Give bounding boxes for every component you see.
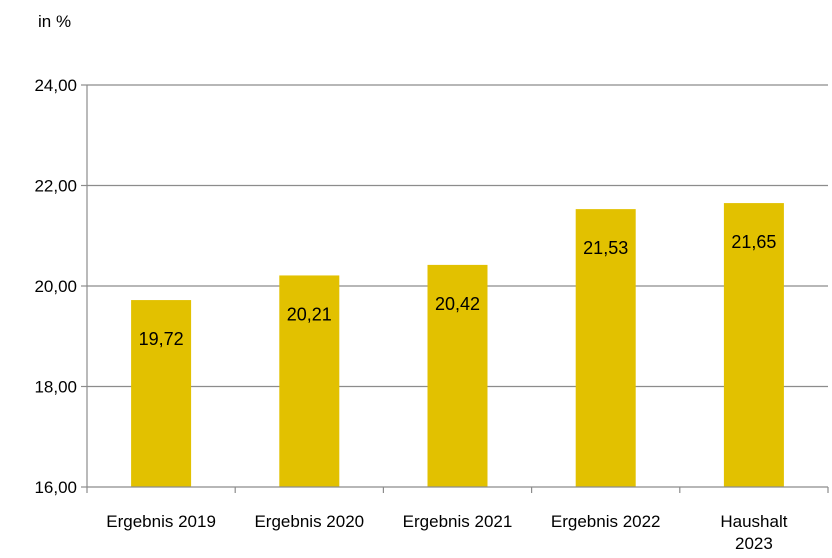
bar [279, 275, 340, 487]
bar-value-label: 21,65 [731, 232, 776, 252]
bar [723, 203, 784, 487]
bar [427, 264, 488, 487]
x-category-label: Ergebnis 2019 [106, 512, 216, 531]
bar-value-label: 19,72 [139, 329, 184, 349]
bar [575, 209, 636, 487]
x-category-label: Ergebnis 2020 [254, 512, 364, 531]
bar-value-label: 20,42 [435, 294, 480, 314]
y-tick-label: 18,00 [34, 378, 77, 397]
x-category-label: Ergebnis 2022 [551, 512, 661, 531]
x-category-label: Haushalt [720, 512, 787, 531]
bar-value-label: 21,53 [583, 238, 628, 258]
y-tick-label: 20,00 [34, 277, 77, 296]
y-tick-label: 24,00 [34, 76, 77, 95]
bar-value-label: 20,21 [287, 304, 332, 324]
y-tick-label: 22,00 [34, 177, 77, 196]
axes [81, 84, 829, 493]
y-tick-label: 16,00 [34, 478, 77, 497]
x-category-label: Ergebnis 2021 [403, 512, 513, 531]
x-category-label: 2023 [735, 534, 773, 553]
labels: 16,00 18,00 20,00 22,00 24,00 19,72 Ergebnis 2… [34, 76, 787, 553]
bar [131, 300, 192, 487]
bars [131, 203, 784, 487]
y-unit-label: in % [38, 12, 72, 31]
